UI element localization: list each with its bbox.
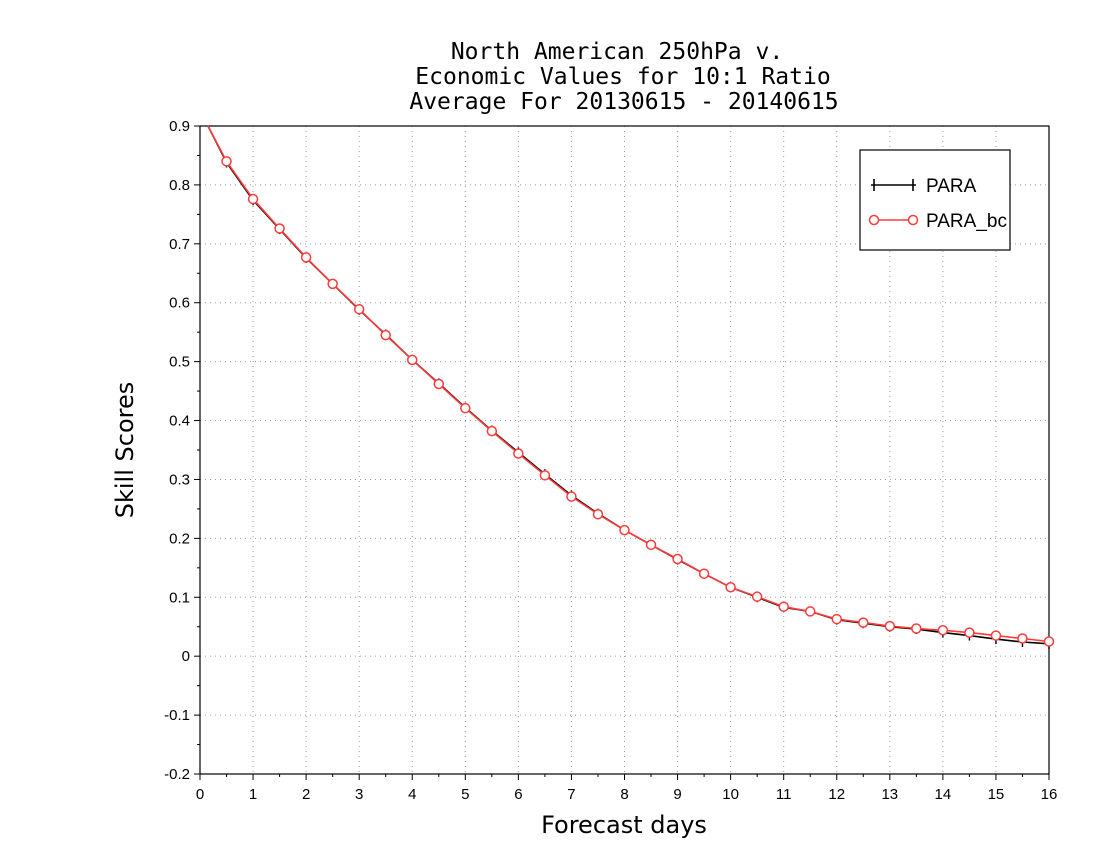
data-point-para-bc bbox=[751, 591, 763, 602]
x-tick-label: 9 bbox=[673, 786, 681, 803]
data-point-para-bc bbox=[513, 448, 524, 459]
y-tick-label: 0.9 bbox=[169, 118, 190, 135]
y-tick-label: 0.7 bbox=[169, 236, 190, 253]
data-point-para-bc bbox=[698, 568, 710, 579]
y-tick-label: 0.5 bbox=[169, 354, 190, 371]
x-tick-label: 7 bbox=[567, 786, 575, 803]
x-tick-label: 13 bbox=[881, 786, 898, 803]
data-point-para-bc bbox=[539, 470, 551, 481]
x-tick-label: 4 bbox=[408, 786, 416, 803]
y-tick-label: 0.8 bbox=[169, 177, 190, 194]
y-axis-title: Skill Scores bbox=[111, 382, 139, 519]
x-tick-label: 0 bbox=[196, 786, 204, 803]
x-tick-label: 10 bbox=[722, 786, 739, 803]
data-point-para-bc bbox=[645, 539, 657, 551]
grid-lines bbox=[200, 126, 1049, 774]
title-line-1: North American 250hPa v. bbox=[451, 39, 783, 65]
axis-ticks: 0 1 2 3 4 5 6 7 8 9 10 11 12 13 14 15 160.90.80.70.60.50… bbox=[164, 118, 1057, 803]
x-tick-label: 11 bbox=[776, 786, 792, 803]
x-axis-title: Forecast days bbox=[541, 811, 707, 839]
legend-marker-para-bc bbox=[868, 214, 880, 226]
data-point-para-bc bbox=[619, 524, 630, 536]
data-point-para-bc bbox=[884, 620, 896, 632]
legend: PARA PARA_bc bbox=[859, 149, 1011, 251]
data-point-para-bc bbox=[486, 425, 498, 437]
data-point-para-bc bbox=[672, 553, 683, 565]
x-tick-label: 5 bbox=[461, 786, 469, 803]
data-point-para-bc bbox=[407, 354, 418, 366]
data-point-para-bc bbox=[778, 601, 789, 612]
data-point-para-bc bbox=[1043, 636, 1055, 647]
data-point-para-bc bbox=[433, 378, 445, 390]
x-tick-label: 16 bbox=[1041, 786, 1058, 803]
y-tick-label: 0.4 bbox=[169, 413, 190, 430]
data-point-para-bc bbox=[221, 156, 232, 167]
y-tick-label: 0.3 bbox=[169, 471, 190, 488]
data-point-para-bc bbox=[274, 223, 285, 234]
data-point-para-bc bbox=[858, 617, 869, 628]
data-point-para-bc bbox=[460, 402, 471, 414]
y-tick-label: 0.6 bbox=[169, 295, 190, 312]
data-point-para-bc bbox=[353, 303, 365, 315]
data-point-para-bc bbox=[380, 329, 391, 341]
y-tick-label: -0.2 bbox=[164, 766, 190, 783]
x-tick-label: 6 bbox=[514, 786, 522, 803]
y-tick-label: -0.1 bbox=[164, 707, 190, 724]
legend-marker-para-bc bbox=[907, 214, 919, 226]
data-point-para-bc bbox=[566, 491, 577, 502]
data-series bbox=[207, 125, 1055, 649]
data-point-para-bc bbox=[300, 252, 312, 263]
x-tick-label: 1 bbox=[249, 786, 257, 803]
y-tick-label: 0 bbox=[182, 648, 190, 665]
data-point-para-bc bbox=[831, 613, 842, 625]
legend-box bbox=[859, 149, 1011, 251]
data-point-para-bc bbox=[725, 582, 736, 593]
data-point-para-bc bbox=[937, 625, 949, 636]
legend-label-para-bc: PARA_bc bbox=[926, 211, 1007, 232]
data-point-para-bc bbox=[327, 278, 338, 290]
title-line-3: Average For 20130615 - 20140615 bbox=[409, 89, 838, 115]
data-point-para-bc bbox=[964, 627, 975, 638]
x-tick-label: 2 bbox=[302, 786, 310, 803]
data-point-para-bc bbox=[911, 623, 922, 634]
y-tick-label: 0.2 bbox=[169, 530, 190, 547]
chart-title: North American 250hPa v. Economic Values… bbox=[409, 39, 838, 115]
legend-label-para: PARA bbox=[926, 176, 977, 197]
x-tick-label: 12 bbox=[828, 786, 845, 803]
data-point-para-bc bbox=[592, 508, 604, 520]
x-tick-label: 14 bbox=[935, 786, 952, 803]
title-line-2: Economic Values for 10:1 Ratio bbox=[415, 64, 830, 90]
series-para-bc bbox=[207, 125, 1055, 647]
data-point-para-bc bbox=[1017, 633, 1028, 644]
y-tick-label: 0.1 bbox=[169, 589, 190, 606]
data-point-para-bc bbox=[804, 606, 816, 617]
x-tick-label: 8 bbox=[620, 786, 628, 803]
data-point-para-bc bbox=[990, 630, 1002, 641]
x-tick-label: 15 bbox=[988, 786, 1005, 803]
x-tick-label: 3 bbox=[355, 786, 363, 803]
data-point-para-bc bbox=[247, 193, 259, 205]
